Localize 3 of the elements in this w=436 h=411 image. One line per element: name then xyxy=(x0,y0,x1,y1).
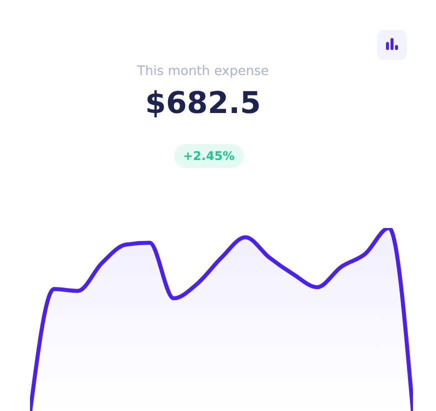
chart-subtitle: $682.5 xyxy=(144,86,262,121)
text: +2.45% xyxy=(174,144,244,168)
chart-title: This month expense xyxy=(136,64,270,79)
